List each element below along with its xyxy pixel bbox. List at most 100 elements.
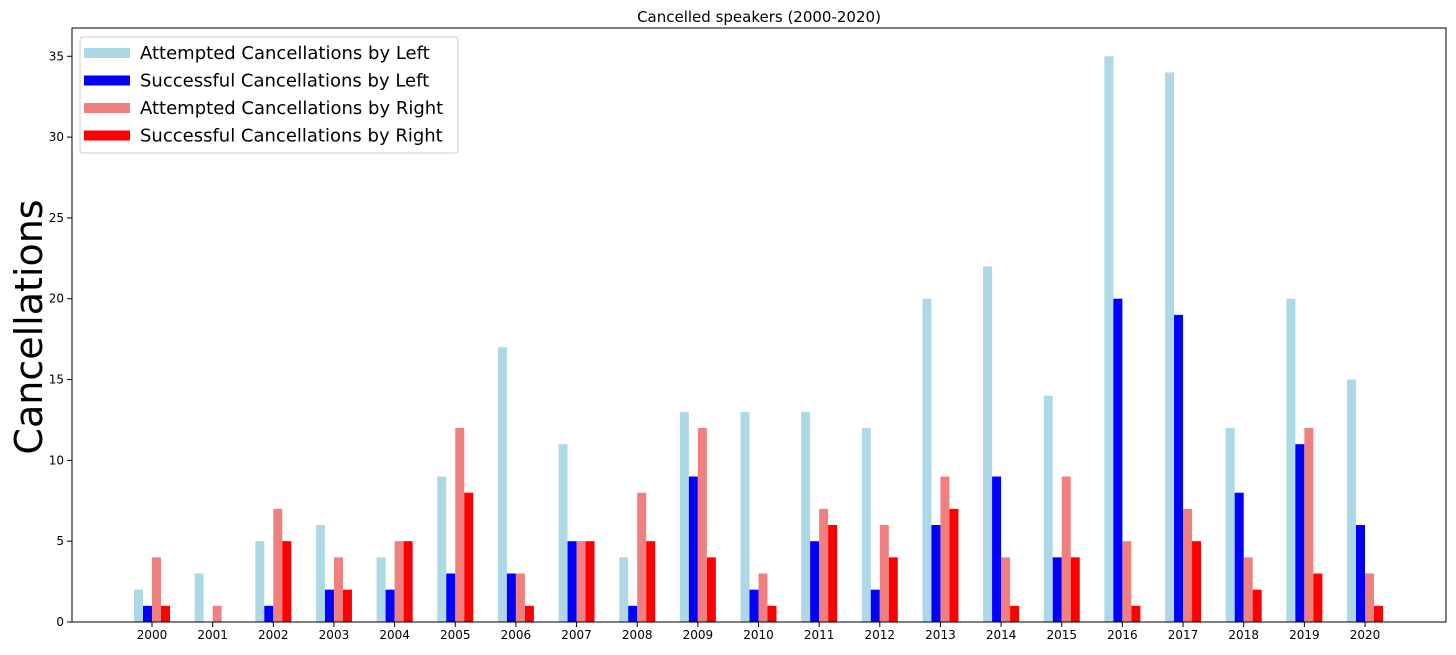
bar-3-2015 [1061, 476, 1071, 622]
bar-3-2018 [1243, 557, 1253, 622]
bar-1-2016 [1104, 56, 1114, 623]
bar-2-2008 [628, 605, 638, 622]
bar-3-2003 [333, 557, 343, 622]
y-tick-label: 25 [49, 211, 64, 225]
x-tick-label: 2009 [683, 628, 714, 642]
bar-4-2013 [949, 508, 959, 622]
x-tick-label: 2007 [561, 628, 592, 642]
bar-3-2017 [1183, 508, 1193, 622]
legend-swatch-4 [84, 130, 130, 141]
bar-3-2010 [758, 573, 768, 622]
bar-1-2001 [194, 573, 204, 622]
bar-4-2004 [403, 541, 413, 622]
legend-label-3: Attempted Cancellations by Right [140, 98, 443, 119]
bar-3-2001 [212, 605, 222, 622]
bar-4-2000 [161, 605, 170, 622]
x-tick-label: 2011 [804, 628, 835, 642]
bar-2-2011 [810, 541, 820, 622]
bar-1-2004 [376, 557, 386, 622]
bar-4-2018 [1252, 589, 1262, 622]
bar-1-2006 [497, 347, 507, 622]
y-tick-label: 0 [56, 615, 64, 629]
x-tick-label: 2005 [440, 628, 471, 642]
bar-4-2015 [1070, 557, 1080, 622]
bar-2-2007 [567, 541, 577, 622]
bar-1-2009 [679, 411, 689, 622]
y-tick-label: 10 [49, 453, 64, 467]
bar-2-2000 [143, 605, 152, 622]
bar-1-2010 [740, 411, 750, 622]
bar-2-2015 [1052, 557, 1062, 622]
bar-1-2012 [861, 428, 871, 622]
bar-2-2002 [264, 605, 274, 622]
bar-4-2002 [282, 541, 292, 622]
bar-1-2003 [315, 525, 325, 622]
bar-4-2014 [1010, 605, 1020, 622]
bar-2-2018 [1234, 492, 1244, 622]
bar-2-2016 [1113, 298, 1123, 622]
bar-1-2020 [1347, 379, 1356, 622]
bar-1-2000 [134, 589, 143, 622]
x-tick-label: 2012 [865, 628, 896, 642]
bar-2-2014 [992, 476, 1002, 622]
bar-4-2012 [888, 557, 898, 622]
bar-1-2007 [558, 444, 568, 622]
y-tick-label: 5 [56, 534, 64, 548]
x-tick-label: 2006 [501, 628, 532, 642]
bar-3-2016 [1122, 541, 1132, 622]
legend-swatch-3 [84, 103, 130, 113]
bar-1-2017 [1165, 72, 1175, 622]
x-tick-label: 2002 [258, 628, 289, 642]
bar-1-2008 [619, 557, 629, 622]
x-tick-label: 2018 [1228, 628, 1259, 642]
legend: Attempted Cancellations by Left Successfu… [79, 36, 459, 154]
bar-4-2009 [706, 557, 716, 622]
legend-swatch-1 [84, 48, 130, 58]
bar-2-2017 [1174, 314, 1184, 622]
bar-4-2020 [1374, 605, 1383, 622]
x-tick-label: 2003 [319, 628, 350, 642]
bar-2-2005 [446, 573, 456, 622]
bar-3-2008 [637, 492, 647, 622]
legend-label-1: Attempted Cancellations by Left [140, 43, 430, 64]
bar-3-2009 [697, 428, 707, 622]
x-tick-label: 2016 [1107, 628, 1138, 642]
bar-3-2020 [1365, 573, 1374, 622]
bar-4-2011 [828, 525, 838, 622]
bar-4-2005 [464, 492, 474, 622]
bar-4-2007 [585, 541, 595, 622]
x-tick-label: 2001 [197, 628, 228, 642]
chart-title: Cancelled speakers (2000-2020) [637, 8, 881, 26]
plot-frame [71, 27, 1447, 623]
y-axis-label: Cancellations [7, 199, 51, 454]
bar-3-2011 [819, 508, 829, 622]
x-tick-label: 2017 [1168, 628, 1199, 642]
bar-2-2009 [688, 476, 698, 622]
legend-label-2: Successful Cancellations by Left [140, 71, 429, 92]
bar-1-2005 [437, 476, 447, 622]
x-tick-label: 2010 [743, 628, 774, 642]
bar-2-2013 [931, 525, 941, 622]
x-tick-label: 2020 [1350, 628, 1381, 642]
bar-1-2018 [1225, 428, 1235, 622]
legend-label-4: Successful Cancellations by Right [140, 126, 443, 147]
bar-4-2003 [342, 589, 352, 622]
bar-2-2003 [324, 589, 334, 622]
x-tick-label: 2015 [1046, 628, 1077, 642]
bar-2-2010 [749, 589, 759, 622]
bar-2-2006 [506, 573, 516, 622]
y-tick-label: 35 [49, 49, 64, 63]
bar-3-2006 [515, 573, 525, 622]
bar-2-2004 [385, 589, 395, 622]
bar-3-2004 [394, 541, 404, 622]
bar-2-2019 [1295, 444, 1305, 622]
bar-3-2005 [455, 428, 465, 622]
x-tick-label: 2008 [622, 628, 653, 642]
bar-4-2019 [1313, 573, 1323, 622]
bar-3-2014 [1001, 557, 1011, 622]
x-tick-label: 2019 [1289, 628, 1320, 642]
bar-4-2016 [1131, 605, 1141, 622]
bar-3-2019 [1304, 428, 1314, 622]
